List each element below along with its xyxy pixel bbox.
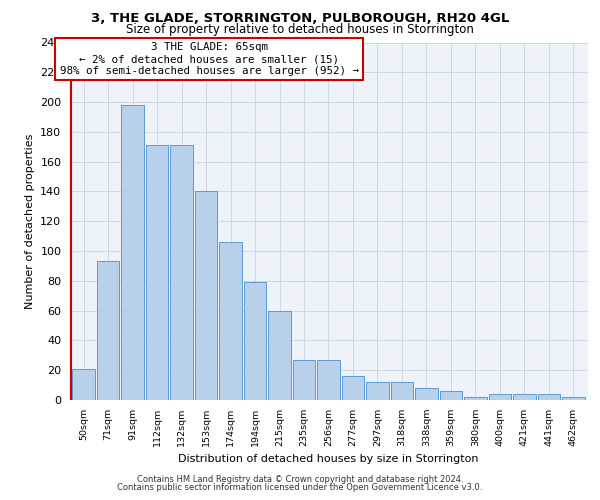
Y-axis label: Number of detached properties: Number of detached properties <box>25 134 35 309</box>
Bar <box>538 394 560 400</box>
X-axis label: Distribution of detached houses by size in Storrington: Distribution of detached houses by size … <box>178 454 479 464</box>
Text: 3, THE GLADE, STORRINGTON, PULBOROUGH, RH20 4GL: 3, THE GLADE, STORRINGTON, PULBOROUGH, R… <box>91 12 509 26</box>
Bar <box>170 146 193 400</box>
Bar <box>268 310 291 400</box>
Text: Contains public sector information licensed under the Open Government Licence v3: Contains public sector information licen… <box>118 483 482 492</box>
Bar <box>317 360 340 400</box>
Bar <box>146 146 169 400</box>
Bar <box>464 397 487 400</box>
Bar <box>342 376 364 400</box>
Bar <box>415 388 437 400</box>
Bar <box>562 397 584 400</box>
Bar <box>97 262 119 400</box>
Bar <box>488 394 511 400</box>
Bar <box>121 105 144 400</box>
Bar <box>73 368 95 400</box>
Text: 3 THE GLADE: 65sqm
← 2% of detached houses are smaller (15)
98% of semi-detached: 3 THE GLADE: 65sqm ← 2% of detached hous… <box>59 42 359 76</box>
Bar <box>366 382 389 400</box>
Bar <box>293 360 315 400</box>
Text: Size of property relative to detached houses in Storrington: Size of property relative to detached ho… <box>126 22 474 36</box>
Bar <box>391 382 413 400</box>
Text: Contains HM Land Registry data © Crown copyright and database right 2024.: Contains HM Land Registry data © Crown c… <box>137 475 463 484</box>
Bar <box>244 282 266 400</box>
Bar <box>220 242 242 400</box>
Bar <box>440 391 462 400</box>
Bar <box>195 192 217 400</box>
Bar <box>513 394 536 400</box>
